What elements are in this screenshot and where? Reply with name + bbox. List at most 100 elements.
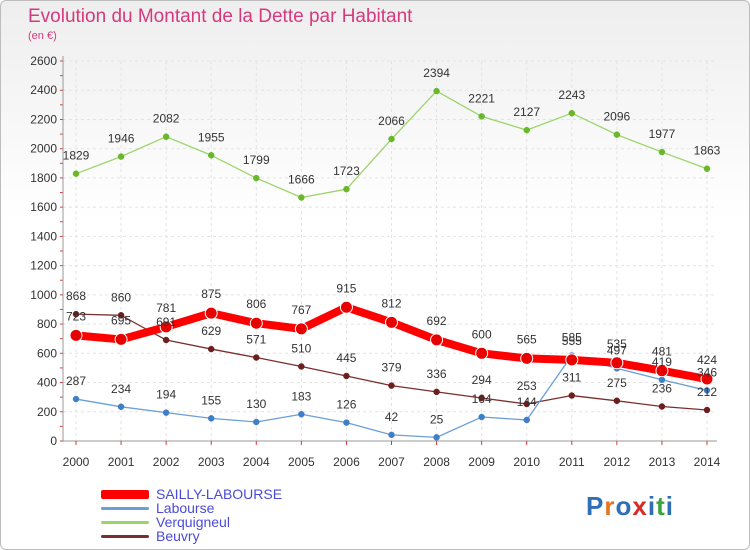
data-label: 379 bbox=[381, 361, 401, 375]
logo-letter: x bbox=[632, 491, 648, 521]
legend-swatch bbox=[101, 535, 149, 538]
y-tick-label: 2200 bbox=[30, 112, 57, 126]
data-point bbox=[655, 364, 669, 378]
x-tick-label: 2003 bbox=[198, 455, 225, 469]
data-label: 1955 bbox=[198, 130, 225, 144]
data-point bbox=[613, 131, 621, 138]
data-label: 535 bbox=[607, 337, 627, 351]
y-tick-label: 0 bbox=[50, 434, 57, 448]
x-tick-label: 2005 bbox=[288, 455, 315, 469]
data-label: 915 bbox=[336, 281, 356, 295]
x-tick-label: 2012 bbox=[604, 455, 631, 469]
data-point bbox=[523, 416, 530, 424]
data-label: 234 bbox=[111, 382, 131, 396]
data-label: 565 bbox=[517, 332, 537, 346]
data-point bbox=[703, 387, 711, 394]
x-tick-label: 2004 bbox=[243, 455, 270, 469]
data-label: 571 bbox=[246, 333, 266, 347]
data-label: 585 bbox=[562, 331, 582, 345]
y-tick-label: 400 bbox=[37, 376, 57, 390]
data-point bbox=[478, 413, 485, 421]
data-label: 497 bbox=[607, 343, 627, 357]
data-label: 767 bbox=[291, 303, 311, 317]
data-label: 555 bbox=[562, 334, 582, 348]
data-point bbox=[298, 411, 305, 418]
data-point bbox=[162, 336, 170, 344]
data-point bbox=[478, 113, 485, 120]
x-tick-label: 2007 bbox=[378, 455, 405, 469]
y-tick-label: 1800 bbox=[30, 171, 57, 185]
x-tick-label: 2011 bbox=[559, 455, 585, 469]
data-label: 723 bbox=[66, 309, 86, 323]
data-label: 294 bbox=[472, 373, 492, 387]
data-point bbox=[69, 328, 83, 342]
data-point bbox=[207, 152, 215, 159]
data-point bbox=[703, 165, 711, 172]
data-point bbox=[700, 372, 714, 386]
data-label: 424 bbox=[697, 353, 717, 367]
data-point bbox=[72, 310, 80, 318]
y-tick-label: 2000 bbox=[30, 142, 57, 156]
logo-letter: t bbox=[656, 491, 666, 521]
data-label: 336 bbox=[427, 367, 447, 381]
data-label: 806 bbox=[246, 297, 266, 311]
data-point bbox=[613, 397, 621, 405]
data-label: 812 bbox=[381, 296, 401, 310]
data-point bbox=[388, 382, 395, 389]
y-tick-label: 600 bbox=[37, 346, 57, 360]
logo-letter: i bbox=[665, 491, 674, 521]
data-label: 126 bbox=[336, 398, 356, 412]
data-label: 2221 bbox=[468, 91, 495, 105]
data-label: 1977 bbox=[649, 127, 676, 141]
data-label: 875 bbox=[201, 287, 221, 301]
chart-title: Evolution du Montant de la Dette par Hab… bbox=[28, 6, 413, 27]
data-point bbox=[204, 306, 218, 320]
data-label: 253 bbox=[517, 379, 537, 393]
data-point bbox=[253, 174, 260, 182]
legend-swatch bbox=[101, 507, 149, 510]
y-tick-label: 2600 bbox=[30, 54, 57, 68]
x-tick-label: 2013 bbox=[649, 455, 676, 469]
x-tick-label: 2001 bbox=[108, 455, 135, 469]
data-point bbox=[388, 431, 395, 439]
data-label: 2394 bbox=[423, 66, 450, 80]
data-point bbox=[568, 109, 576, 117]
legend-label: Labourse bbox=[156, 500, 215, 516]
data-point bbox=[249, 316, 263, 330]
data-label: 1946 bbox=[108, 132, 135, 146]
data-point bbox=[343, 185, 350, 193]
data-point bbox=[117, 403, 125, 411]
x-tick-label: 2002 bbox=[153, 455, 180, 469]
logo-letter: o bbox=[615, 491, 633, 521]
data-label: 194 bbox=[156, 388, 176, 402]
y-tick-label: 2400 bbox=[30, 83, 57, 97]
data-label: 692 bbox=[427, 314, 447, 328]
data-point bbox=[433, 434, 440, 441]
proxiti-logo: Proxiti bbox=[586, 491, 674, 522]
data-point bbox=[430, 333, 444, 347]
data-point bbox=[658, 148, 666, 156]
data-point bbox=[298, 194, 305, 201]
data-point bbox=[72, 170, 80, 177]
data-point bbox=[475, 346, 489, 360]
x-tick-label: 2006 bbox=[333, 455, 360, 469]
data-label: 164 bbox=[472, 392, 492, 406]
data-point bbox=[294, 322, 308, 336]
data-point bbox=[568, 392, 576, 399]
data-point bbox=[433, 388, 440, 396]
data-label: 144 bbox=[517, 395, 537, 409]
logo-letter: r bbox=[604, 491, 616, 521]
y-tick-label: 800 bbox=[37, 317, 57, 331]
data-point bbox=[385, 315, 398, 329]
data-label: 419 bbox=[652, 355, 672, 369]
y-tick-label: 200 bbox=[37, 405, 57, 419]
data-point bbox=[388, 135, 395, 143]
data-point bbox=[523, 126, 530, 134]
data-point bbox=[159, 320, 173, 334]
data-label: 1829 bbox=[63, 149, 90, 163]
data-label: 212 bbox=[697, 385, 717, 399]
data-label: 629 bbox=[201, 324, 221, 338]
data-label: 2066 bbox=[378, 114, 405, 128]
